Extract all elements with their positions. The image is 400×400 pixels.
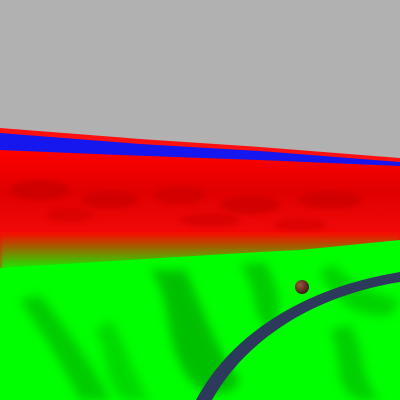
red-terrain-bumps: [10, 180, 362, 232]
dark-track-arc: [196, 272, 400, 400]
green-terrain-shading: [20, 262, 400, 400]
blue-strip-top-edge: [0, 128, 400, 162]
ball-marker[interactable]: [295, 280, 309, 294]
